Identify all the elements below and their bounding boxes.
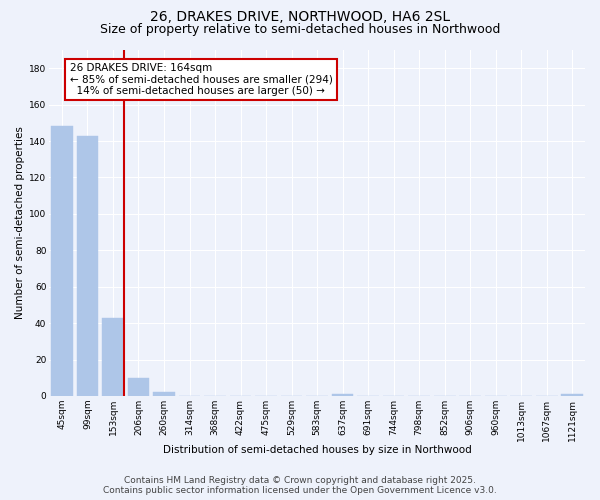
Text: 26 DRAKES DRIVE: 164sqm
← 85% of semi-detached houses are smaller (294)
  14% of: 26 DRAKES DRIVE: 164sqm ← 85% of semi-de… xyxy=(70,62,332,96)
Text: 26, DRAKES DRIVE, NORTHWOOD, HA6 2SL: 26, DRAKES DRIVE, NORTHWOOD, HA6 2SL xyxy=(150,10,450,24)
Bar xyxy=(102,318,124,396)
Bar xyxy=(51,126,73,396)
Bar xyxy=(153,392,175,396)
X-axis label: Distribution of semi-detached houses by size in Northwood: Distribution of semi-detached houses by … xyxy=(163,445,472,455)
Bar xyxy=(332,394,353,396)
Text: Contains HM Land Registry data © Crown copyright and database right 2025.
Contai: Contains HM Land Registry data © Crown c… xyxy=(103,476,497,495)
Bar xyxy=(562,394,583,396)
Bar xyxy=(77,136,98,396)
Bar xyxy=(128,378,149,396)
Y-axis label: Number of semi-detached properties: Number of semi-detached properties xyxy=(15,126,25,320)
Text: Size of property relative to semi-detached houses in Northwood: Size of property relative to semi-detach… xyxy=(100,22,500,36)
